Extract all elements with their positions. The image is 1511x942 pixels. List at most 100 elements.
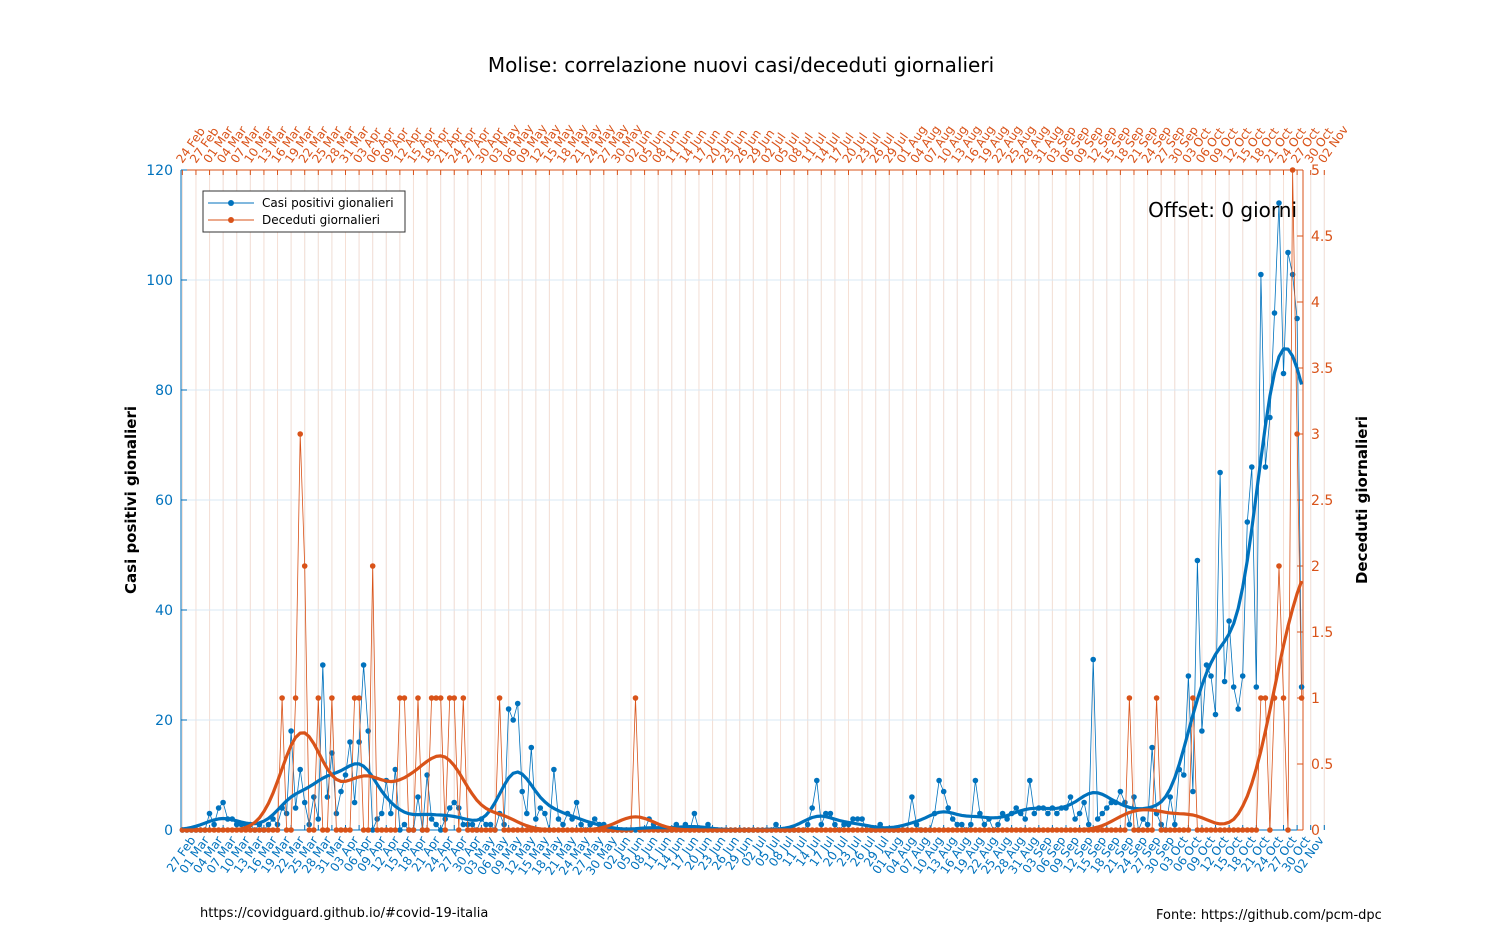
y-tick-label-right: 2 [1311,559,1320,575]
data-point-casi [1013,805,1019,811]
data-point-deceduti [1167,827,1173,833]
data-point-casi [211,821,217,828]
data-point-deceduti [483,827,489,833]
data-point-casi [691,810,698,817]
data-point-casi [832,821,838,828]
data-point-deceduti [1285,827,1291,833]
data-point-deceduti [311,827,317,833]
legend-marker [228,200,234,206]
data-point-deceduti [1253,827,1260,833]
y-tick-label-right: 5 [1311,163,1320,179]
data-point-casi [1085,821,1092,828]
data-point-casi [1276,200,1282,206]
data-point-casi [528,744,535,751]
data-point-deceduti [320,827,326,833]
data-point-casi [519,788,525,795]
data-point-casi [451,799,458,806]
data-point-casi [1208,673,1214,679]
data-point-deceduti [1212,827,1219,833]
data-point-casi [265,821,272,828]
data-point-deceduti [1203,827,1210,833]
data-point-deceduti [510,827,516,833]
data-point-casi [945,805,951,811]
data-point-casi [297,766,304,773]
data-point-deceduti [505,827,512,833]
data-point-casi [220,799,226,806]
data-point-deceduti [1230,827,1237,833]
data-point-deceduti [1298,695,1305,701]
data-point-casi [1221,678,1228,685]
data-point-casi [369,827,376,833]
data-point-deceduti [1176,827,1183,833]
footer-source-link[interactable]: https://covidguard.github.io/#covid-19-i… [200,906,489,921]
data-point-casi [433,821,439,828]
data-point-casi [533,816,539,822]
y-tick-label-right: 1 [1311,691,1320,707]
data-point-casi [1235,706,1241,712]
data-point-deceduti [1099,827,1106,833]
data-point-casi [1258,271,1264,278]
y-tick-label-left: 100 [146,273,173,289]
data-point-deceduti [283,827,290,833]
data-point-casi [1181,772,1187,778]
data-point-casi [537,805,544,811]
data-point-casi [1190,788,1196,795]
data-point-deceduti [478,827,485,833]
data-point-deceduti [1185,827,1192,833]
data-point-deceduti [474,827,480,833]
data-point-deceduti [397,695,403,701]
data-point-deceduti [306,827,313,833]
data-point-casi [514,700,521,707]
data-point-casi [1185,673,1192,679]
data-point-deceduti [342,827,349,833]
data-point-casi [487,821,494,828]
data-point-deceduti [1262,695,1269,701]
data-point-casi [1167,794,1173,800]
data-point-casi [542,810,548,817]
data-point-casi [215,805,222,811]
y-tick-label-right: 3 [1311,427,1320,443]
data-point-deceduti [388,827,394,833]
data-point-casi [1027,777,1033,784]
y-tick-label-right: 2.5 [1311,493,1333,509]
data-point-deceduti [374,827,381,833]
data-point-deceduti [329,695,335,701]
data-point-casi [578,821,584,828]
data-point-casi [505,706,512,712]
data-point-casi [773,821,779,828]
data-point-casi [1212,711,1219,718]
data-point-deceduti [1135,827,1142,833]
data-point-casi [705,821,711,828]
data-point-casi [1131,794,1137,800]
data-point-casi [424,772,430,778]
data-point-casi [977,810,983,817]
data-point-deceduti [492,827,498,833]
data-point-casi [315,816,322,822]
data-point-casi [1076,810,1083,817]
data-point-deceduti [1131,827,1137,833]
data-point-casi [1054,810,1060,817]
data-point-casi [347,739,353,745]
data-point-deceduti [256,827,263,833]
data-point-casi [1294,315,1300,322]
data-point-deceduti [428,695,435,701]
data-point-casi [288,728,294,734]
data-point-casi [1217,469,1223,476]
data-point-deceduti [383,827,390,833]
data-point-deceduti [1294,431,1300,437]
data-point-deceduti [1144,827,1151,833]
data-point-deceduti [456,827,462,833]
data-point-casi [1199,728,1205,734]
data-point-deceduti [1140,827,1146,833]
data-point-deceduti [360,827,367,833]
data-point-deceduti [487,827,494,833]
data-point-deceduti [419,827,426,833]
data-point-casi [909,794,915,800]
data-point-casi [333,810,340,817]
data-point-casi [1126,821,1133,828]
data-point-casi [338,788,344,795]
y-tick-label-right: 3.5 [1311,361,1333,377]
data-point-deceduti [365,827,372,833]
data-point-deceduti [369,563,376,569]
data-point-deceduti [324,827,331,833]
